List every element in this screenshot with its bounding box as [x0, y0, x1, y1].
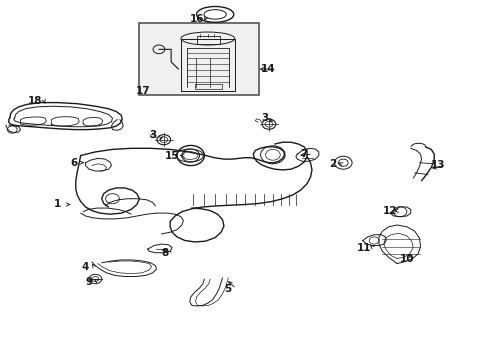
- Text: 12: 12: [382, 206, 397, 216]
- Text: 2: 2: [328, 159, 335, 169]
- Bar: [194, 84, 221, 89]
- Text: 11: 11: [356, 243, 371, 253]
- Text: 16: 16: [189, 14, 203, 24]
- Text: 1: 1: [54, 199, 61, 210]
- Bar: [139, 23, 259, 95]
- Text: 18: 18: [28, 96, 42, 106]
- Text: 10: 10: [399, 254, 413, 264]
- Text: 9: 9: [85, 276, 92, 287]
- Text: 6: 6: [71, 158, 78, 168]
- Text: 8: 8: [162, 248, 168, 258]
- Text: 13: 13: [429, 160, 444, 170]
- Text: 7: 7: [300, 149, 307, 159]
- Text: 3: 3: [261, 113, 268, 123]
- Text: 4: 4: [81, 262, 89, 272]
- Text: 5: 5: [224, 284, 230, 294]
- Text: 3: 3: [149, 130, 156, 140]
- Text: 15: 15: [164, 150, 179, 161]
- Bar: [196, 36, 220, 44]
- Text: 14: 14: [260, 64, 275, 74]
- Text: 17: 17: [135, 86, 150, 96]
